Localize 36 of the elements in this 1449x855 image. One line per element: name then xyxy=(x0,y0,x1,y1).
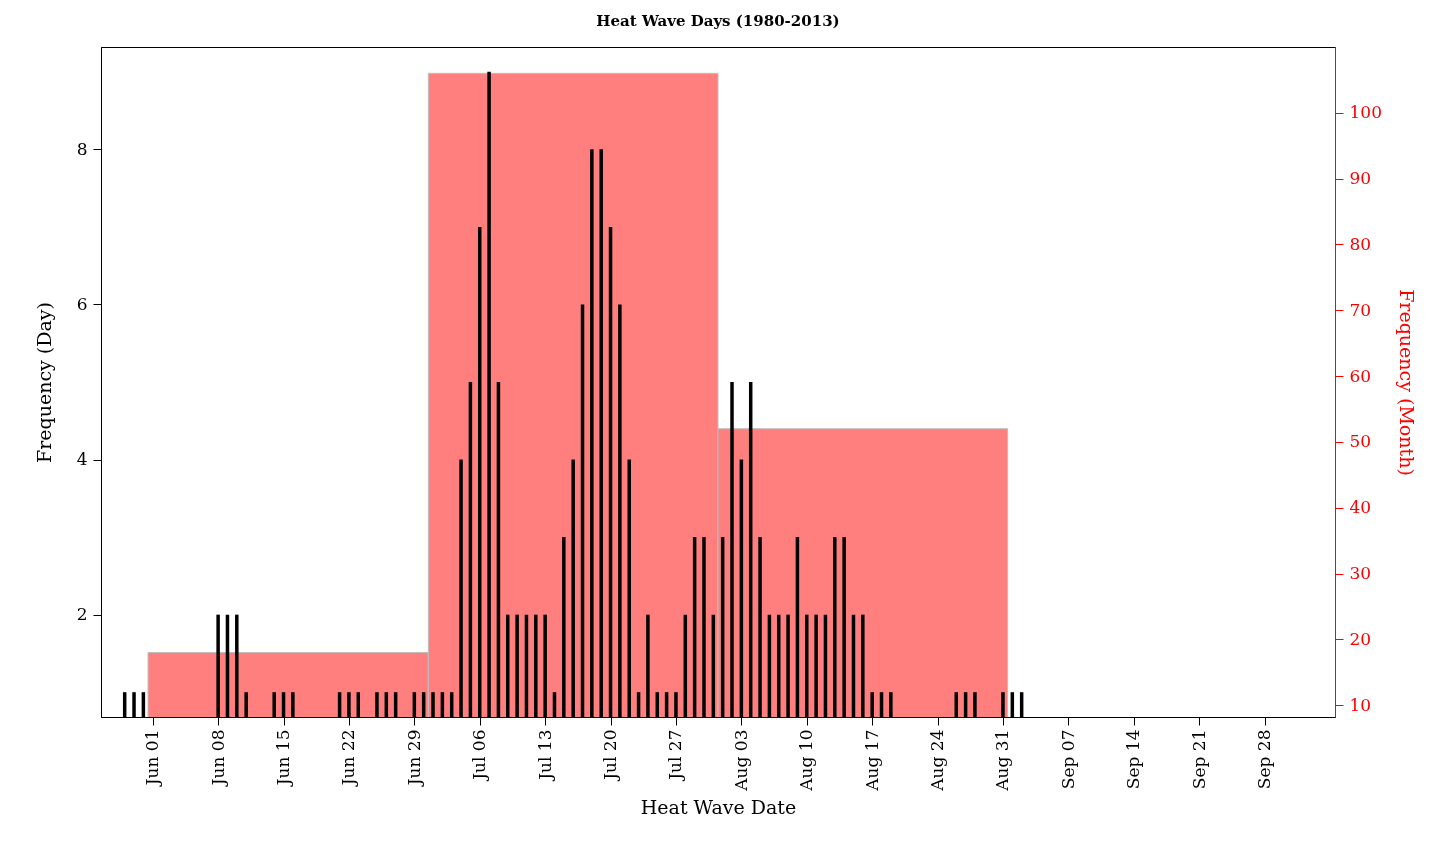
x-tick-label: Jun 29 xyxy=(403,729,424,788)
x-tick-label: Jun 22 xyxy=(338,729,359,788)
x-tick-label: Jun 01 xyxy=(142,729,163,788)
x-tick-label: Aug 03 xyxy=(730,729,751,792)
chart-title: Heat Wave Days (1980-2013) xyxy=(596,12,840,30)
y-axis-title: Frequency (Day) xyxy=(32,302,55,463)
y2-tick-label: 10 xyxy=(1349,694,1372,715)
y2-axis-title: Frequency (Month) xyxy=(1395,289,1418,476)
y2-tick-label: 70 xyxy=(1349,299,1372,320)
x-tick-label: Sep 28 xyxy=(1254,729,1275,790)
y2-tick-label: 100 xyxy=(1349,102,1382,123)
y-tick-label: 6 xyxy=(76,293,88,314)
x-tick-label: Jun 08 xyxy=(207,729,228,788)
y2-tick-label: 20 xyxy=(1349,628,1372,649)
y2-tick-label: 40 xyxy=(1349,497,1372,518)
x-tick-label: Jul 06 xyxy=(469,729,490,782)
x-tick-label: Jul 13 xyxy=(534,729,555,782)
y2-tick-label: 60 xyxy=(1349,365,1372,386)
x-tick-label: Aug 10 xyxy=(796,729,817,792)
x-tick-label: Aug 24 xyxy=(927,729,948,792)
y2-tick-label: 90 xyxy=(1349,168,1372,189)
x-tick-label: Aug 17 xyxy=(861,729,882,792)
x-tick-label: Sep 14 xyxy=(1123,729,1144,790)
x-tick-label: Sep 21 xyxy=(1188,729,1209,790)
y2-tick-label: 80 xyxy=(1349,233,1372,254)
x-tick-label: Jun 15 xyxy=(273,729,294,788)
y-tick-label: 4 xyxy=(76,449,88,470)
y-tick-label: 8 xyxy=(76,138,88,159)
x-tick-label: Jul 20 xyxy=(600,729,621,782)
x-tick-label: Jul 27 xyxy=(665,729,686,782)
y2-tick-label: 30 xyxy=(1349,563,1372,584)
y2-tick-label: 50 xyxy=(1349,431,1372,452)
x-tick-label: Sep 07 xyxy=(1057,729,1078,790)
y-tick-label: 2 xyxy=(76,604,88,625)
x-tick-label: Aug 31 xyxy=(992,729,1013,792)
x-axis-title: Heat Wave Date xyxy=(640,795,797,818)
